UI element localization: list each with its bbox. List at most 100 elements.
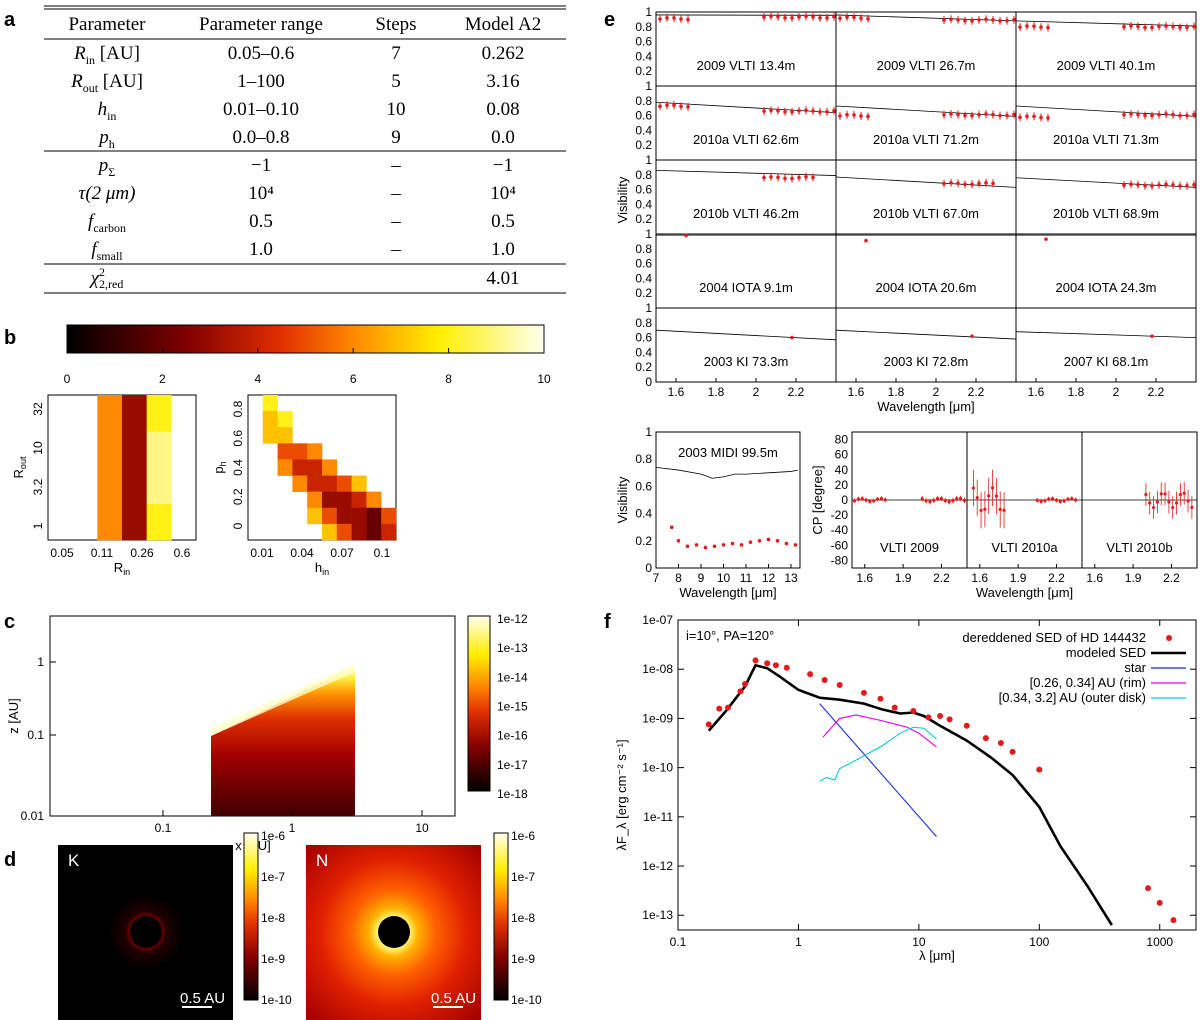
colorbar-tick: 6 — [350, 372, 357, 386]
table-model: 1.0 — [491, 239, 515, 260]
x-tick: 2 — [1113, 385, 1120, 399]
x-tick: 1.8 — [888, 385, 905, 399]
data-point — [998, 19, 1002, 23]
data-point — [866, 16, 870, 21]
cp-data-point — [979, 508, 983, 513]
y-tick: 0.01 — [21, 809, 45, 823]
y-tick: 1 — [645, 79, 652, 93]
y-tick: 60 — [835, 448, 849, 462]
cp-data-point — [928, 500, 932, 504]
data-point — [832, 14, 836, 19]
data-point — [658, 17, 662, 21]
data-point — [797, 175, 801, 180]
cp-data-point — [872, 499, 876, 503]
data-point — [991, 181, 995, 186]
cp-data-point — [1148, 501, 1152, 505]
chi2-cell — [351, 523, 367, 541]
x-tick: 1.6 — [1028, 385, 1045, 399]
n-colorbar-tick: 1e-7 — [511, 870, 535, 884]
cp-subplot-label: VLTI 2010a — [991, 540, 1058, 555]
data-point — [797, 15, 801, 19]
y-tick: 1e-12 — [642, 859, 673, 873]
data-point — [790, 16, 794, 20]
n-colorbar-tick: 1e-10 — [511, 993, 542, 1007]
y-tick: 0.4 — [231, 459, 245, 476]
data-point — [804, 108, 808, 113]
data-point — [991, 18, 995, 22]
data-point — [825, 110, 829, 114]
x-tick: 2.2 — [933, 571, 950, 585]
n-label: N — [316, 851, 328, 870]
chi2-cell — [366, 507, 382, 525]
data-point — [1178, 184, 1182, 188]
midi-data-point — [748, 540, 753, 544]
table-model: 0.5 — [491, 211, 515, 232]
cp-data-point — [1002, 508, 1006, 512]
closure-phase-plot: 1.6 1.9 2.2 VLTI 2009 1.6 1.9 2.2 VLTI 2010a 1.6… — [810, 431, 1198, 600]
chi2-cell — [351, 507, 367, 525]
table-range: 0.01–0.10 — [223, 99, 299, 120]
chi2-cell — [262, 395, 278, 412]
cp-data-point — [939, 496, 944, 501]
data-point — [811, 109, 815, 113]
cp-data-point — [1058, 499, 1062, 504]
y-tick: 0.8 — [635, 452, 652, 466]
sed-data-point — [783, 664, 790, 671]
cp-subplot-label: VLTI 2009 — [880, 540, 939, 555]
k-scalebar-label: 0.5 AU — [180, 990, 225, 1007]
data-point — [859, 114, 863, 118]
sed-data-point — [737, 688, 744, 695]
chi2-cell — [336, 523, 352, 541]
chi2-cell — [322, 459, 338, 476]
cp-data-point — [1155, 500, 1159, 504]
panel-label-e: e — [604, 9, 615, 31]
x-axis-label: Rin — [114, 560, 130, 577]
cp-data-point — [1171, 505, 1175, 510]
chi2-cell — [146, 431, 172, 468]
data-point — [1129, 182, 1133, 187]
x-tick: 10 — [717, 571, 731, 585]
k-colorbar-tick: 1e-9 — [261, 952, 285, 966]
x-tick: 100 — [1029, 935, 1049, 949]
data-point — [1032, 114, 1036, 119]
data-point — [665, 16, 669, 20]
data-point — [984, 180, 988, 185]
visibility-subplot — [655, 307, 837, 383]
data-point — [1136, 24, 1140, 29]
cp-data-point — [1167, 500, 1171, 504]
chi2-cell — [97, 431, 123, 468]
data-point — [1164, 182, 1168, 187]
table-model: 0.262 — [482, 43, 525, 64]
x-axis-label: hin — [315, 560, 329, 577]
data-point — [1185, 184, 1189, 188]
midi-label: 2003 MIDI 99.5m — [678, 445, 778, 460]
cp-data-point — [1163, 492, 1167, 496]
table-chi2-param: χ2 2,red — [89, 265, 124, 291]
data-point — [665, 103, 669, 108]
table-steps: – — [390, 155, 401, 176]
subplot-label: 2010b VLTI 67.0m — [873, 206, 979, 221]
y-tick: 1 — [31, 522, 45, 529]
data-point — [1046, 25, 1050, 30]
table-header: Steps — [375, 14, 416, 35]
data-point — [963, 18, 967, 23]
x-tick: 0.26 — [130, 546, 154, 560]
midi-data-point — [676, 539, 681, 543]
x-tick: 0.1 — [670, 935, 687, 949]
data-point — [811, 175, 815, 180]
sed-data-point — [772, 662, 779, 669]
y-tick: -20 — [831, 508, 849, 522]
panel-label-b: b — [4, 327, 16, 349]
x-tick: 10 — [912, 935, 926, 949]
y-tick: -40 — [831, 523, 849, 537]
table-range: 1–100 — [237, 71, 285, 92]
data-point — [977, 18, 981, 22]
data-point — [1025, 114, 1029, 119]
chi2-cell — [97, 467, 123, 505]
chi2-cell — [262, 411, 278, 428]
k-colorbar-tick: 1e-6 — [261, 829, 285, 843]
data-point — [1122, 112, 1126, 117]
table-steps: 10 — [387, 99, 406, 120]
k-colorbar-tick: 1e-10 — [261, 993, 292, 1007]
y-tick: 0.6 — [635, 109, 652, 123]
